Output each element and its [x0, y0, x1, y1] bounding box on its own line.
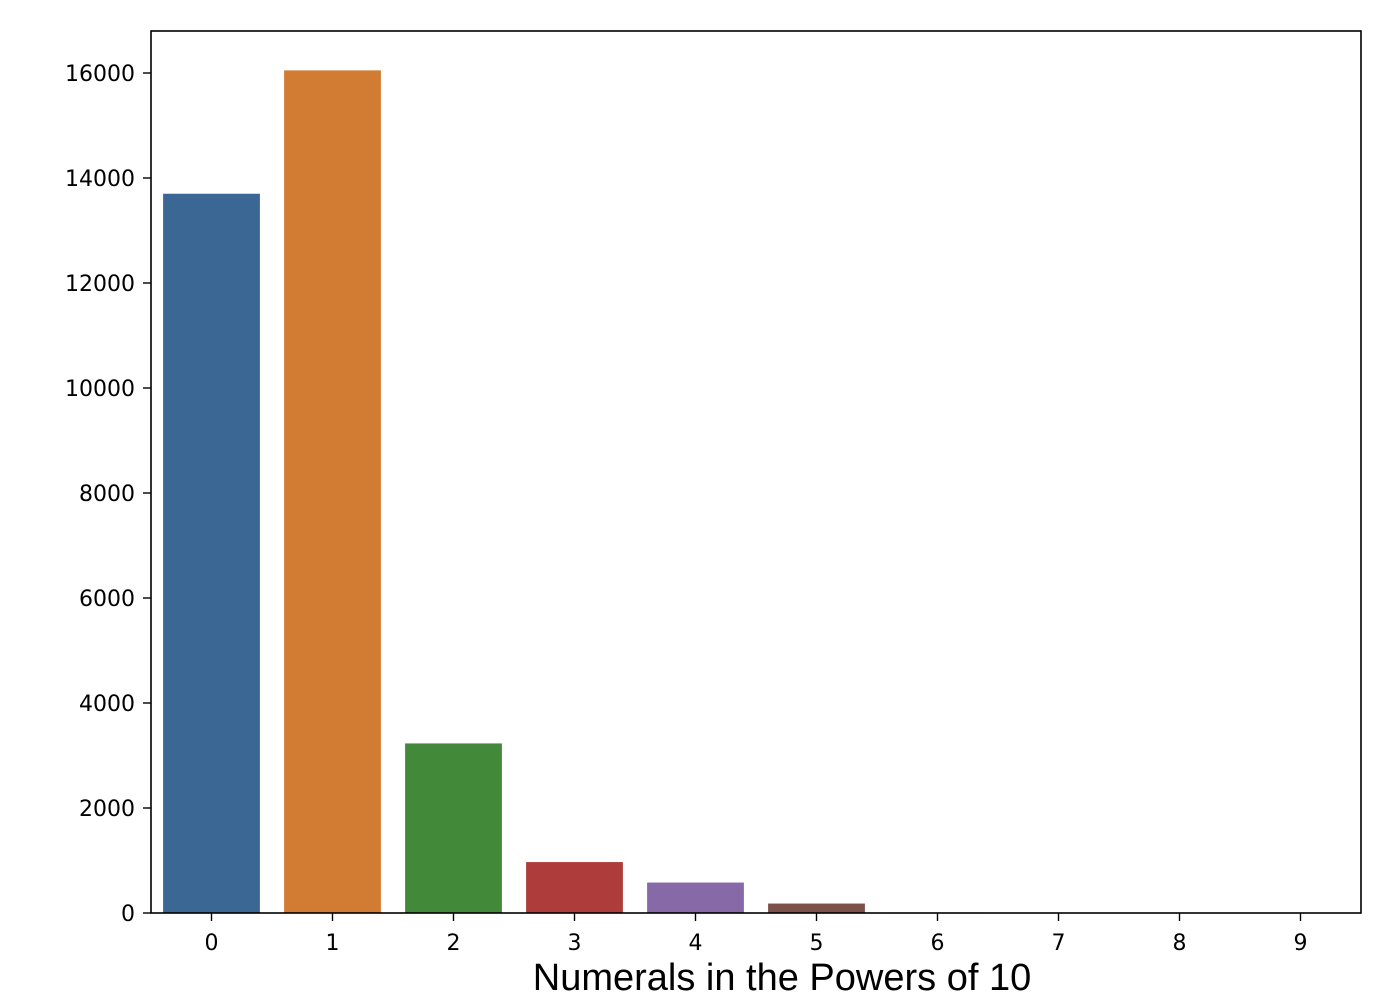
y-tick-label-14000: 14000	[65, 167, 135, 192]
bar-1	[284, 70, 381, 914]
y-tick-label-10000: 10000	[65, 377, 135, 402]
y-tick-label-8000: 8000	[79, 482, 135, 507]
bar-3	[526, 862, 623, 913]
x-tick-label-8: 8	[1173, 931, 1187, 956]
y-tick-label-12000: 12000	[65, 272, 135, 297]
x-tick-label-9: 9	[1294, 931, 1308, 956]
y-tick-label-0: 0	[121, 902, 135, 927]
x-tick-label-7: 7	[1052, 931, 1066, 956]
x-tick-label-2: 2	[447, 931, 461, 956]
bars-group	[163, 70, 1349, 914]
y-tick-label-4000: 4000	[79, 692, 135, 717]
x-tick-label-4: 4	[689, 931, 703, 956]
x-axis-label: Numerals in the Powers of 10	[533, 957, 1031, 999]
bar-2	[405, 743, 502, 913]
y-tick-label-6000: 6000	[79, 587, 135, 612]
x-axis-ticks: 0 1 2 3 4 5 6 7 8 9	[205, 913, 1308, 956]
y-tick-label-2000: 2000	[79, 797, 135, 822]
x-tick-label-5: 5	[810, 931, 824, 956]
x-tick-label-0: 0	[205, 931, 219, 956]
bar-4	[647, 882, 744, 913]
y-axis-ticks: 0 2000 4000 6000 8000 10000 12000 14000 16000	[65, 62, 151, 927]
plot-frame	[150, 30, 1362, 914]
y-tick-label-16000: 16000	[65, 62, 135, 87]
x-tick-label-1: 1	[326, 931, 340, 956]
bar-0	[163, 193, 260, 913]
bar-5	[768, 903, 865, 913]
x-tick-label-3: 3	[568, 931, 582, 956]
x-tick-label-6: 6	[931, 931, 945, 956]
